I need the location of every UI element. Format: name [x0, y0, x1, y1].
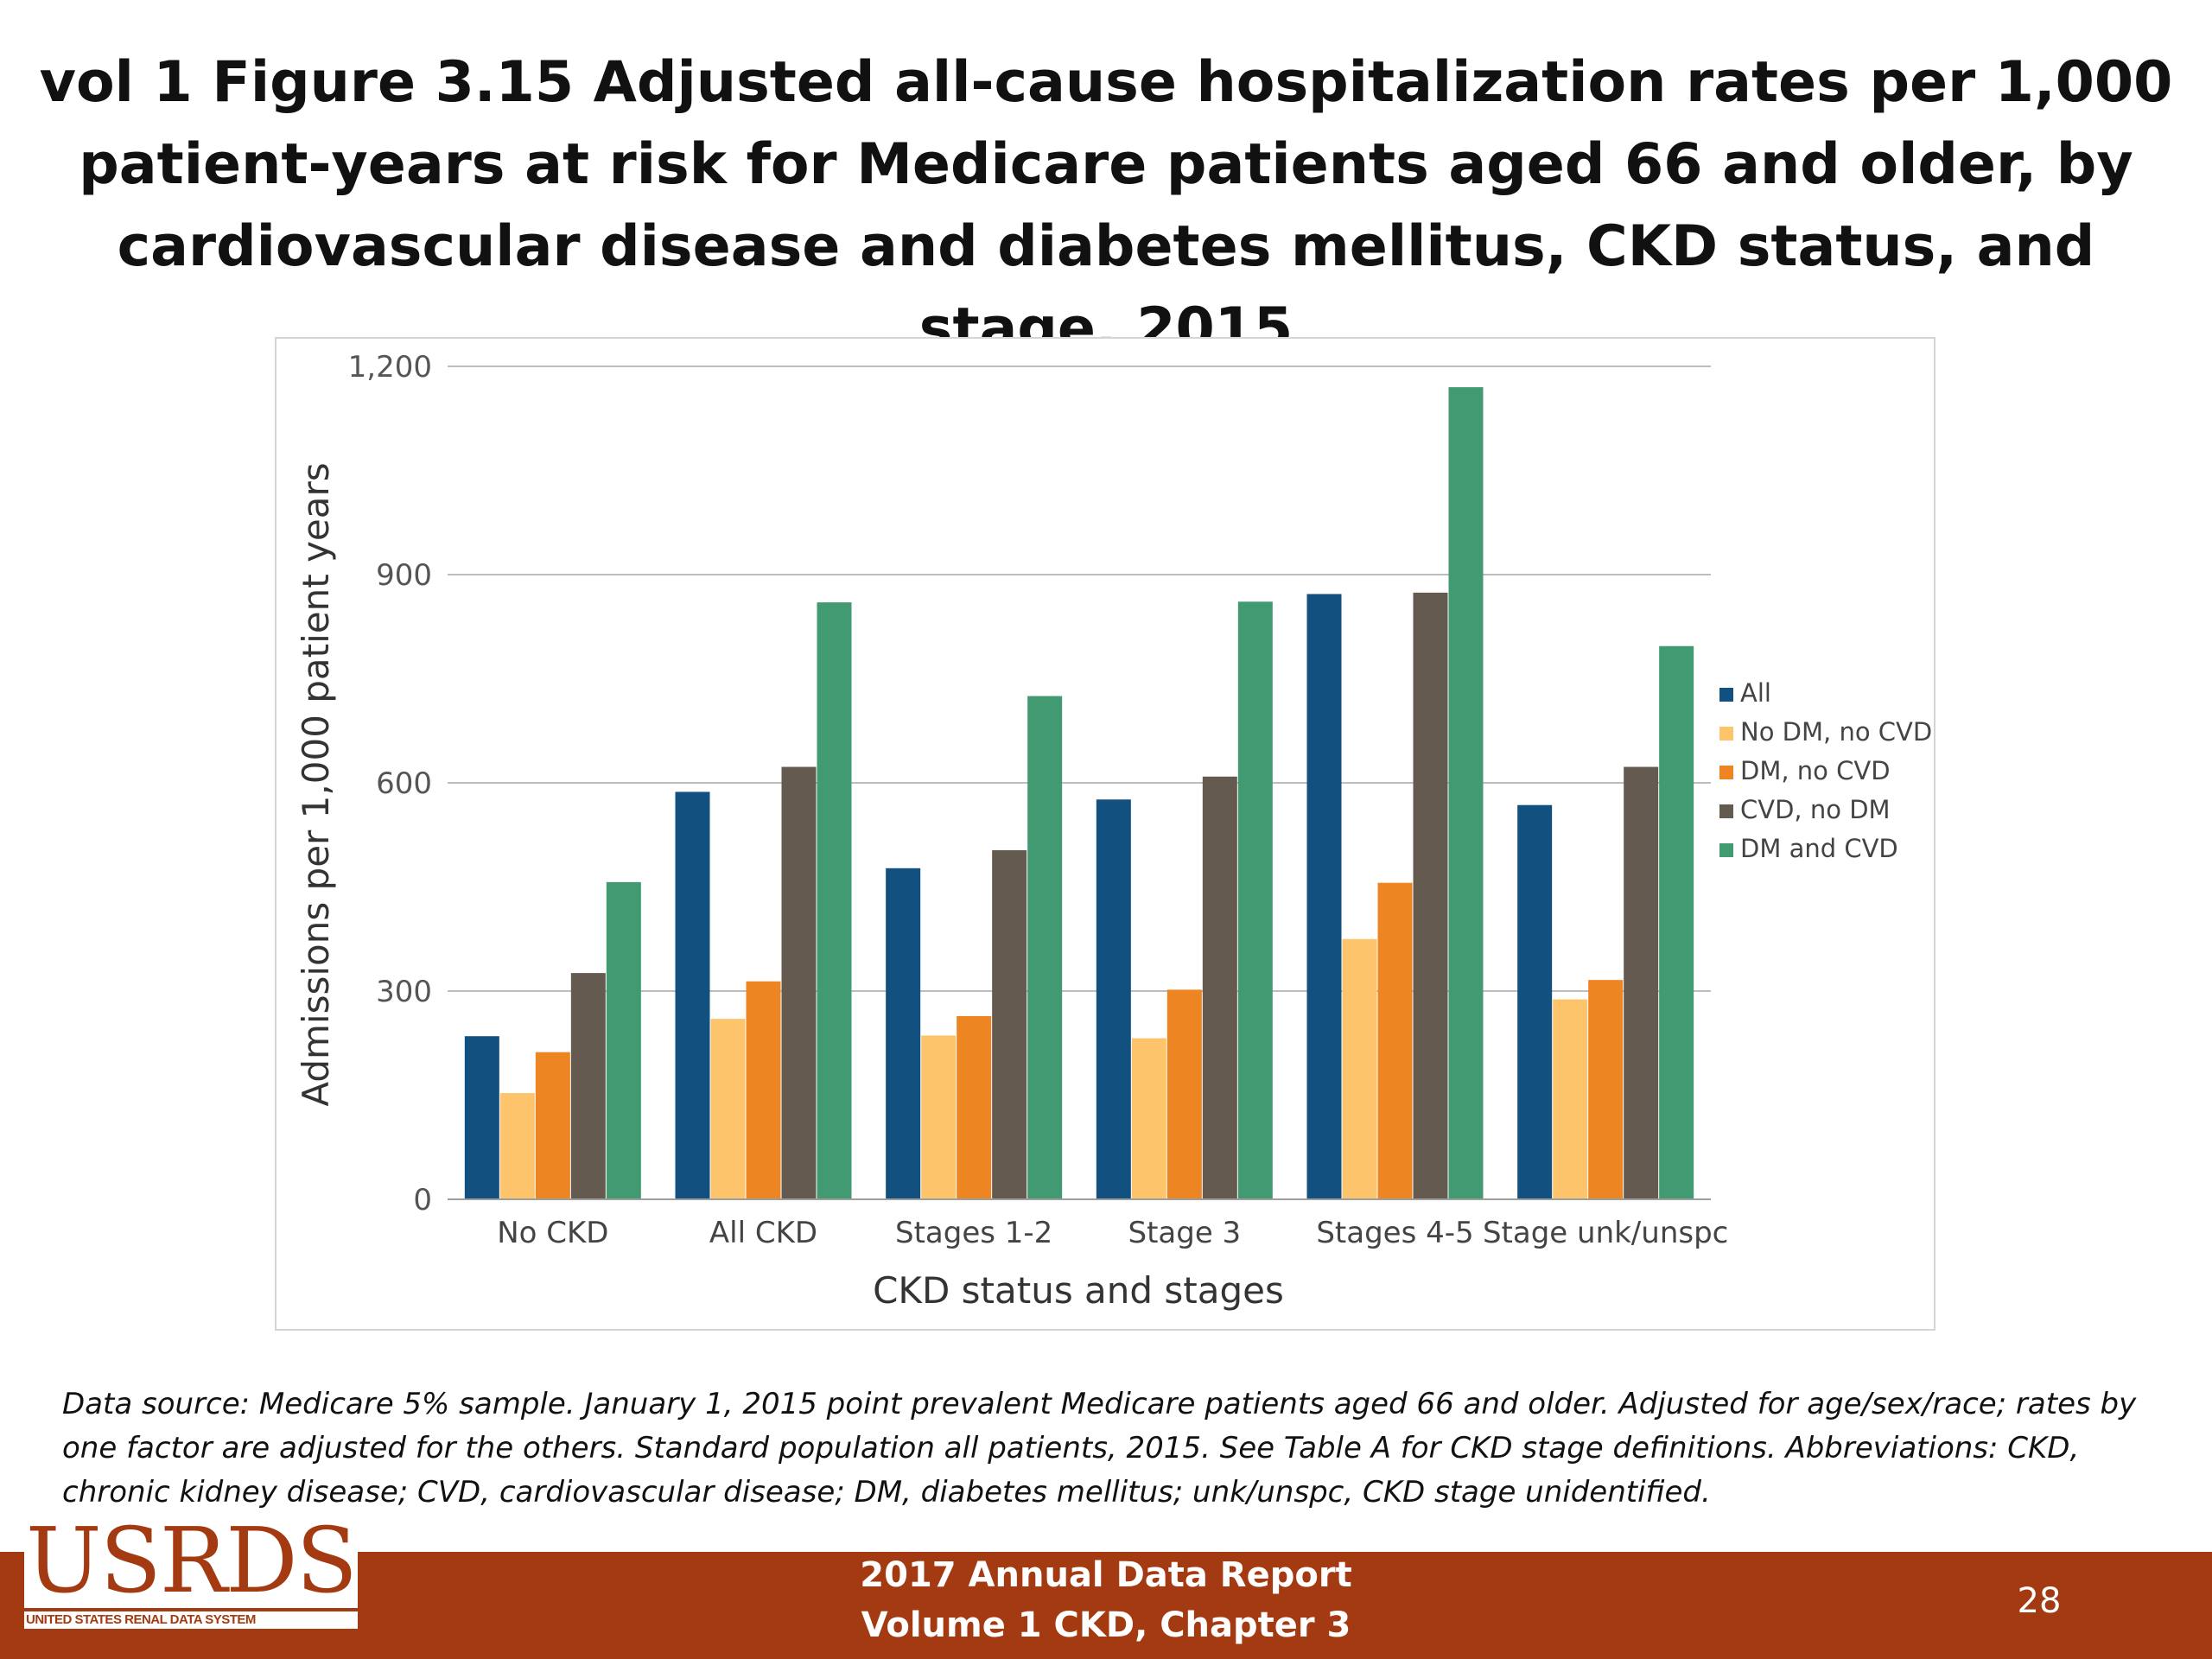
footer-bar [0, 1552, 2212, 1659]
bar-all-2 [886, 868, 921, 1199]
bar-dm-no-cvd-1 [746, 981, 781, 1199]
usrds-logo: USRDS UNITED STATES RENAL DATA SYSTEM [24, 1508, 358, 1629]
logo-subtext: UNITED STATES RENAL DATA SYSTEM [26, 1612, 256, 1627]
legend-swatch [1719, 727, 1733, 741]
bar-cvd-no-dm-0 [570, 973, 606, 1199]
bar-all-4 [1306, 594, 1342, 1199]
bars [464, 387, 1694, 1200]
bar-cvd-no-dm-5 [1624, 766, 1659, 1199]
bar-all-0 [464, 1036, 499, 1199]
legend-label: All [1740, 678, 1771, 708]
legend-swatch [1719, 843, 1733, 857]
x-category-label: Stages 1-2 [895, 1216, 1052, 1250]
legend-label: DM, no CVD [1740, 756, 1891, 785]
bar-no-dm-no-cvd-3 [1131, 1038, 1166, 1199]
bar-no-dm-no-cvd-2 [921, 1035, 957, 1199]
bar-dm-no-cvd-5 [1588, 980, 1624, 1199]
legend: All No DM, no CVD DM, no CVD CVD, no DM DM a… [1719, 678, 1932, 863]
x-category-label: No CKD [497, 1216, 608, 1250]
x-category-label: Stage unk/unspc [1483, 1216, 1728, 1250]
report-title: 2017 Annual Data Report [860, 1555, 1352, 1595]
bar-dm-and-cvd-5 [1659, 645, 1694, 1199]
bar-cvd-no-dm-2 [992, 849, 1027, 1199]
y-tick-label: 0 [413, 1183, 432, 1217]
logo-wordmark: USRDS [26, 1508, 358, 1613]
page-number: 28 [2017, 1581, 2062, 1621]
bar-cvd-no-dm-4 [1413, 592, 1448, 1199]
bar-dm-no-cvd-2 [957, 1015, 992, 1199]
legend-swatch [1719, 688, 1733, 702]
x-category-label: Stages 4-5 [1316, 1216, 1473, 1250]
bar-no-dm-no-cvd-1 [710, 1019, 746, 1199]
bar-dm-no-cvd-0 [535, 1052, 570, 1199]
bar-no-dm-no-cvd-5 [1553, 999, 1588, 1199]
bar-cvd-no-dm-1 [781, 766, 817, 1199]
slide-title: vol 1 Figure 3.15 Adjusted all-cause hos… [39, 50, 2173, 361]
y-tick-label: 1,200 [348, 350, 432, 385]
bar-no-dm-no-cvd-0 [499, 1093, 535, 1199]
x-category-label: All CKD [709, 1216, 817, 1250]
bar-dm-no-cvd-3 [1166, 989, 1202, 1199]
bar-chart: 0 300 600 900 1,200 No CKD All CKD Stages 1-2 St… [295, 350, 1932, 1312]
bar-all-5 [1517, 804, 1553, 1199]
legend-label: DM and CVD [1740, 834, 1898, 863]
bar-dm-and-cvd-2 [1027, 696, 1063, 1199]
y-tick-label: 900 [376, 558, 432, 593]
chart-frame: 0 300 600 900 1,200 No CKD All CKD Stages 1-2 St… [275, 337, 1936, 1331]
data-source-note: Data source: Medicare 5% sample. January… [62, 1387, 2137, 1510]
y-tick-label: 300 [376, 975, 432, 1009]
legend-swatch [1719, 804, 1733, 818]
bar-dm-and-cvd-0 [606, 881, 641, 1199]
y-tick-label: 600 [376, 766, 432, 801]
bar-cvd-no-dm-3 [1202, 776, 1237, 1199]
legend-swatch [1719, 766, 1733, 779]
bar-all-1 [675, 791, 710, 1199]
bar-all-3 [1096, 799, 1131, 1199]
bar-dm-and-cvd-4 [1448, 387, 1484, 1200]
report-subtitle: Volume 1 CKD, Chapter 3 [861, 1605, 1351, 1645]
y-axis-title: Admissions per 1,000 patient years [295, 462, 337, 1106]
logo-rule [24, 1608, 358, 1611]
x-axis-title: CKD status and stages [873, 1269, 1284, 1312]
bar-dm-and-cvd-3 [1237, 601, 1273, 1199]
bar-dm-no-cvd-4 [1377, 882, 1413, 1199]
legend-label: CVD, no DM [1740, 795, 1891, 824]
bar-no-dm-no-cvd-4 [1342, 938, 1377, 1199]
axes: 0 300 600 900 1,200 No CKD All CKD Stages 1-2 St… [348, 350, 1729, 1250]
x-category-label: Stage 3 [1128, 1216, 1241, 1250]
legend-label: No DM, no CVD [1740, 717, 1932, 747]
bar-dm-and-cvd-1 [817, 602, 852, 1199]
